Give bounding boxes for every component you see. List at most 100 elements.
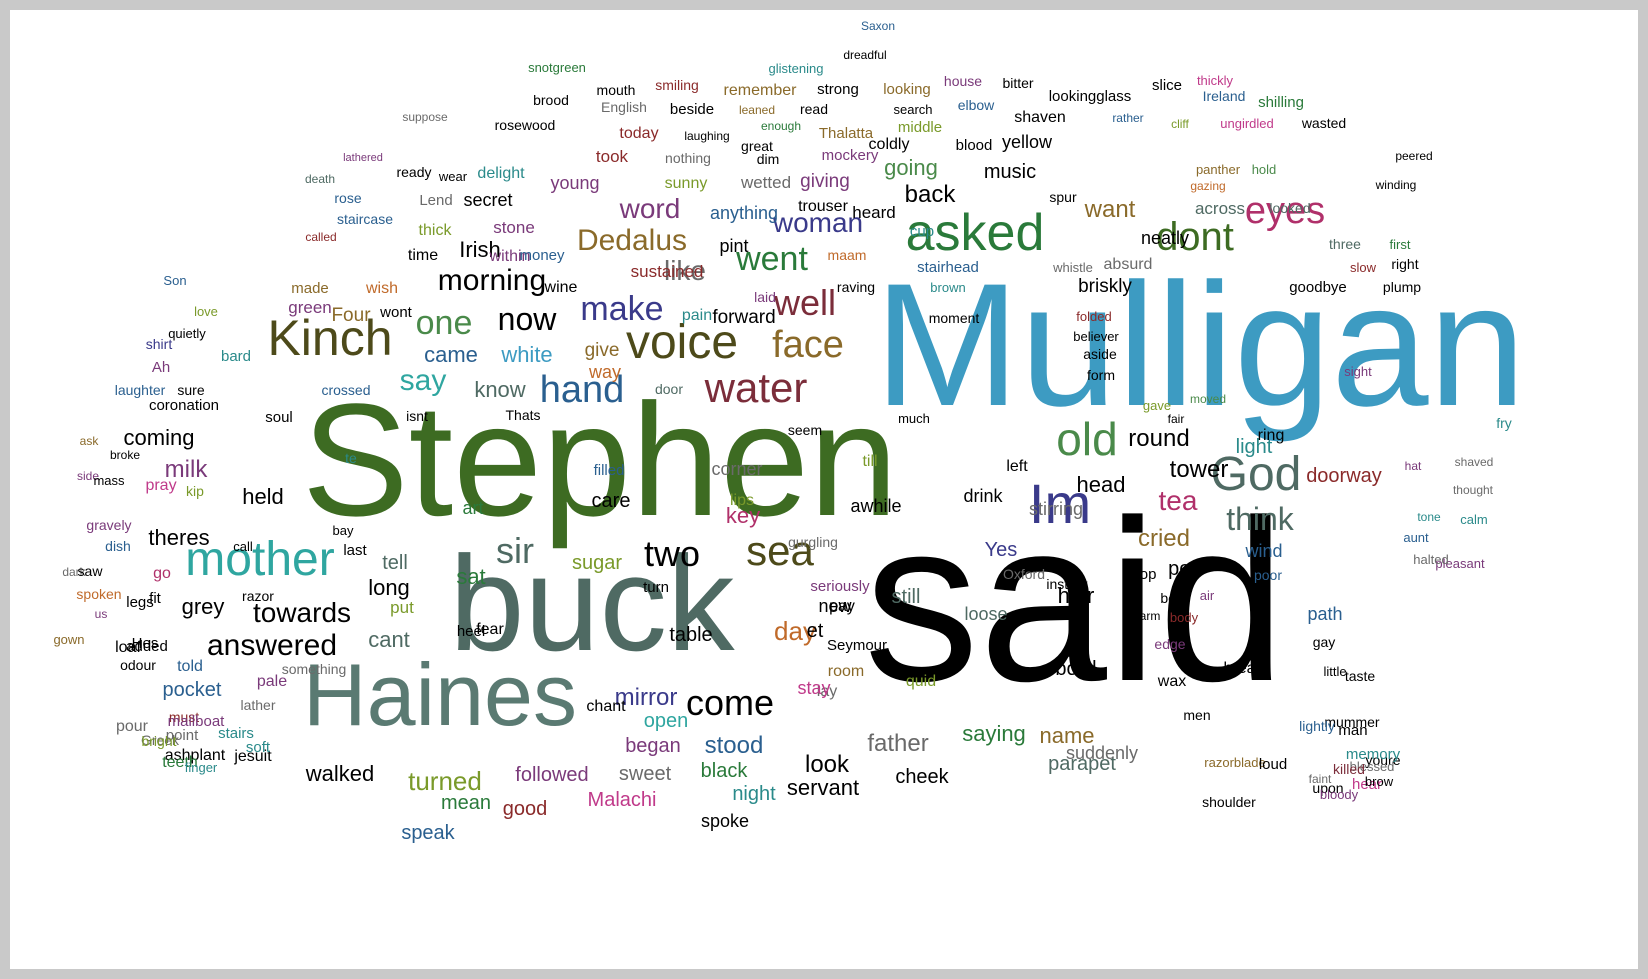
word-jesuit: jesuit: [233, 748, 272, 765]
word-staircase: staircase: [337, 211, 393, 227]
word-brood: brood: [533, 92, 569, 108]
word-cheek: cheek: [895, 766, 949, 788]
word-aside: aside: [1083, 346, 1117, 362]
word-greek: Greek: [141, 732, 180, 748]
word-slow: slow: [1350, 260, 1377, 275]
word-held: held: [242, 484, 284, 509]
word-great: great: [741, 138, 773, 154]
word-pray: pray: [145, 477, 176, 494]
word-coming: coming: [124, 425, 195, 450]
word-pour: pour: [116, 718, 149, 735]
word-mass: mass: [93, 473, 125, 488]
word-within: within: [489, 248, 531, 265]
word-moved: moved: [1190, 392, 1226, 406]
word-seymour: Seymour: [827, 637, 887, 654]
word-cliff: cliff: [1171, 117, 1189, 131]
word-cant: cant: [368, 627, 410, 652]
word-sight: sight: [1344, 364, 1372, 379]
word-tone: tone: [1417, 510, 1441, 524]
word-saying: saying: [962, 721, 1026, 746]
word-dark: dark: [62, 565, 86, 579]
word-stephen: Stephen: [302, 370, 898, 549]
word-servant: servant: [787, 775, 859, 800]
word-cried: cried: [1138, 525, 1190, 552]
word-still: still: [892, 586, 921, 608]
word-towards: towards: [253, 597, 351, 628]
word-lathered: lathered: [343, 152, 383, 164]
word-winding: winding: [1375, 178, 1417, 192]
word-like: like: [664, 255, 706, 286]
word-dish: dish: [105, 538, 131, 554]
word-stairhead: stairhead: [917, 259, 979, 276]
word-first: first: [1390, 237, 1411, 252]
word-added: added: [126, 638, 168, 655]
word-dim: dim: [757, 151, 780, 167]
word-fair: fair: [1168, 412, 1185, 426]
word-look: look: [805, 751, 850, 778]
word-hes: Hes: [132, 635, 159, 652]
word-say: say: [400, 364, 447, 397]
word-green: green: [288, 298, 331, 317]
word-young: young: [550, 173, 599, 193]
word-filled: filled: [594, 462, 625, 479]
word-laughing: laughing: [684, 129, 729, 143]
word-dont: dont: [1156, 215, 1234, 259]
word-pint: pint: [719, 236, 748, 256]
word-top: top: [1136, 566, 1157, 583]
word-well: well: [773, 282, 836, 323]
word-took: took: [596, 147, 629, 166]
word-maam: maam: [828, 247, 867, 263]
word-seem: seem: [788, 422, 822, 438]
word-raving: raving: [837, 279, 875, 295]
word-blessed: blessed: [1350, 759, 1395, 774]
word-soft: soft: [246, 739, 271, 756]
word-absurd: absurd: [1104, 256, 1153, 273]
word-make: make: [580, 290, 663, 328]
word-broke: broke: [110, 448, 140, 462]
word-thalatta: Thalatta: [819, 125, 874, 142]
word-arm: arm: [1140, 609, 1161, 623]
word-want: want: [1084, 196, 1136, 223]
word-plump: plump: [1383, 279, 1421, 295]
word-men: men: [1183, 707, 1210, 723]
word-youre: youre: [1365, 752, 1400, 768]
word-believer: believer: [1073, 329, 1119, 344]
word-now: now: [498, 301, 558, 337]
word-yes: Yes: [985, 539, 1018, 561]
word-light: light: [1236, 436, 1273, 458]
word-three: three: [1329, 236, 1361, 252]
word-made: made: [291, 280, 329, 297]
word-awhile: awhile: [850, 496, 901, 516]
word-aunt: aunt: [1403, 530, 1429, 545]
word-te: te: [345, 450, 357, 466]
word-wear: wear: [438, 169, 468, 184]
word-tower: tower: [1170, 456, 1229, 483]
word-gurgling: gurgling: [788, 534, 838, 550]
word-taste: taste: [1345, 668, 1376, 684]
word-asked: asked: [906, 204, 1045, 262]
word-strong: strong: [817, 81, 859, 98]
word-wine: wine: [544, 279, 578, 296]
word-turned: turned: [408, 766, 482, 796]
word-round: round: [1128, 425, 1189, 452]
word-trouser: trouser: [798, 198, 848, 215]
word-free: free: [1023, 607, 1049, 624]
word-side: side: [77, 469, 99, 483]
word-mean: mean: [441, 792, 491, 814]
word-soul: soul: [265, 409, 293, 426]
word-tea: tea: [1159, 485, 1198, 516]
word-answered: answered: [207, 629, 337, 662]
word-ring: ring: [1258, 427, 1285, 444]
word-going: going: [884, 155, 938, 180]
word-brow: brow: [1365, 774, 1394, 789]
word-gazing: gazing: [1190, 179, 1225, 193]
word-kip: kip: [186, 483, 204, 499]
word-two: two: [644, 533, 700, 574]
word-stirring: stirring: [1029, 499, 1083, 519]
word-god: God: [1211, 448, 1302, 501]
word-panther: panther: [1196, 162, 1241, 177]
word-thought: thought: [1453, 483, 1494, 497]
word-suddenly: suddenly: [1066, 743, 1138, 763]
word-beside: beside: [670, 101, 714, 118]
